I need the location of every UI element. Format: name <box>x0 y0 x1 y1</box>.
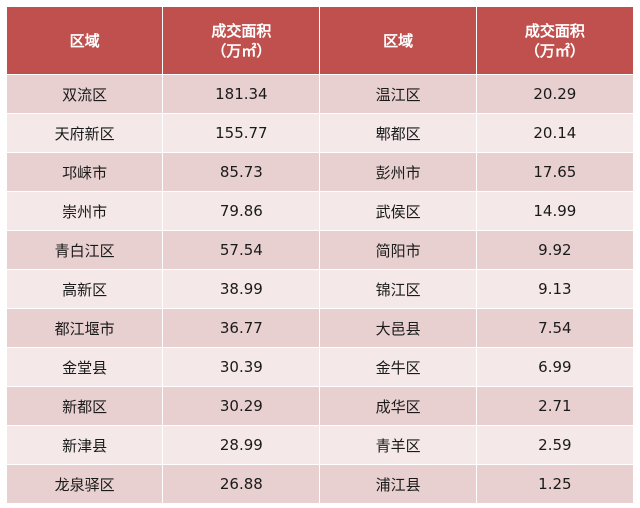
region-cell: 崇州市 <box>5 191 164 231</box>
area-cell: 38.99 <box>162 269 321 309</box>
region-cell: 温江区 <box>319 74 477 114</box>
area-cell: 26.88 <box>162 464 321 504</box>
area-cell: 30.29 <box>162 386 321 426</box>
area-cell: 30.39 <box>162 347 321 387</box>
region-cell: 高新区 <box>5 269 164 309</box>
table-row: 金堂县 30.39 金牛区 6.99 <box>5 347 635 387</box>
region-cell: 成华区 <box>319 386 477 426</box>
area-cell: 7.54 <box>475 308 635 348</box>
area-table-container: 区域 成交面积 （万㎡） 区域 成交面积 （万㎡） 双流区 181.34 温江区 20… <box>5 6 635 504</box>
region-cell: 新津县 <box>5 425 164 465</box>
area-cell: 2.59 <box>475 425 635 465</box>
area-cell: 85.73 <box>162 152 321 192</box>
header-region-right: 区域 <box>319 6 477 75</box>
area-cell: 9.92 <box>475 230 635 270</box>
table-header-row: 区域 成交面积 （万㎡） 区域 成交面积 （万㎡） <box>5 6 635 75</box>
area-cell: 6.99 <box>475 347 635 387</box>
area-cell: 2.71 <box>475 386 635 426</box>
header-area-label: 成交面积 <box>524 21 585 40</box>
area-cell: 14.99 <box>475 191 635 231</box>
area-cell: 9.13 <box>475 269 635 309</box>
area-cell: 17.65 <box>475 152 635 192</box>
region-cell: 都江堰市 <box>5 308 164 348</box>
region-cell: 郫都区 <box>319 113 477 153</box>
header-area-label: 成交面积 <box>211 21 272 40</box>
table-row: 新津县 28.99 青羊区 2.59 <box>5 425 635 465</box>
table-row: 崇州市 79.86 武侯区 14.99 <box>5 191 635 231</box>
region-cell: 新都区 <box>5 386 164 426</box>
region-cell: 邛崃市 <box>5 152 164 192</box>
table-row: 青白江区 57.54 简阳市 9.92 <box>5 230 635 270</box>
table-row: 高新区 38.99 锦江区 9.13 <box>5 269 635 309</box>
table-row: 龙泉驿区 26.88 浦江县 1.25 <box>5 464 635 504</box>
area-cell: 28.99 <box>162 425 321 465</box>
area-cell: 79.86 <box>162 191 321 231</box>
region-cell: 浦江县 <box>319 464 477 504</box>
area-cell: 155.77 <box>162 113 321 153</box>
area-cell: 1.25 <box>475 464 635 504</box>
region-cell: 武侯区 <box>319 191 477 231</box>
table-row: 邛崃市 85.73 彭州市 17.65 <box>5 152 635 192</box>
table-row: 天府新区 155.77 郫都区 20.14 <box>5 113 635 153</box>
area-cell: 20.29 <box>475 74 635 114</box>
region-cell: 大邑县 <box>319 308 477 348</box>
region-cell: 金牛区 <box>319 347 477 387</box>
transaction-area-table: 区域 成交面积 （万㎡） 区域 成交面积 （万㎡） 双流区 181.34 温江区 20… <box>5 6 635 504</box>
area-cell: 36.77 <box>162 308 321 348</box>
header-area-unit: （万㎡） <box>524 41 585 60</box>
region-cell: 龙泉驿区 <box>5 464 164 504</box>
region-cell: 青羊区 <box>319 425 477 465</box>
table-row: 双流区 181.34 温江区 20.29 <box>5 74 635 114</box>
header-region-left: 区域 <box>5 6 164 75</box>
area-cell: 57.54 <box>162 230 321 270</box>
area-cell: 181.34 <box>162 74 321 114</box>
region-cell: 天府新区 <box>5 113 164 153</box>
region-cell: 金堂县 <box>5 347 164 387</box>
table-row: 都江堰市 36.77 大邑县 7.54 <box>5 308 635 348</box>
header-area-right: 成交面积 （万㎡） <box>475 6 635 75</box>
header-area-left: 成交面积 （万㎡） <box>162 6 321 75</box>
table-row: 新都区 30.29 成华区 2.71 <box>5 386 635 426</box>
region-cell: 青白江区 <box>5 230 164 270</box>
region-cell: 彭州市 <box>319 152 477 192</box>
region-cell: 双流区 <box>5 74 164 114</box>
region-cell: 锦江区 <box>319 269 477 309</box>
header-area-unit: （万㎡） <box>211 41 272 60</box>
area-cell: 20.14 <box>475 113 635 153</box>
region-cell: 简阳市 <box>319 230 477 270</box>
